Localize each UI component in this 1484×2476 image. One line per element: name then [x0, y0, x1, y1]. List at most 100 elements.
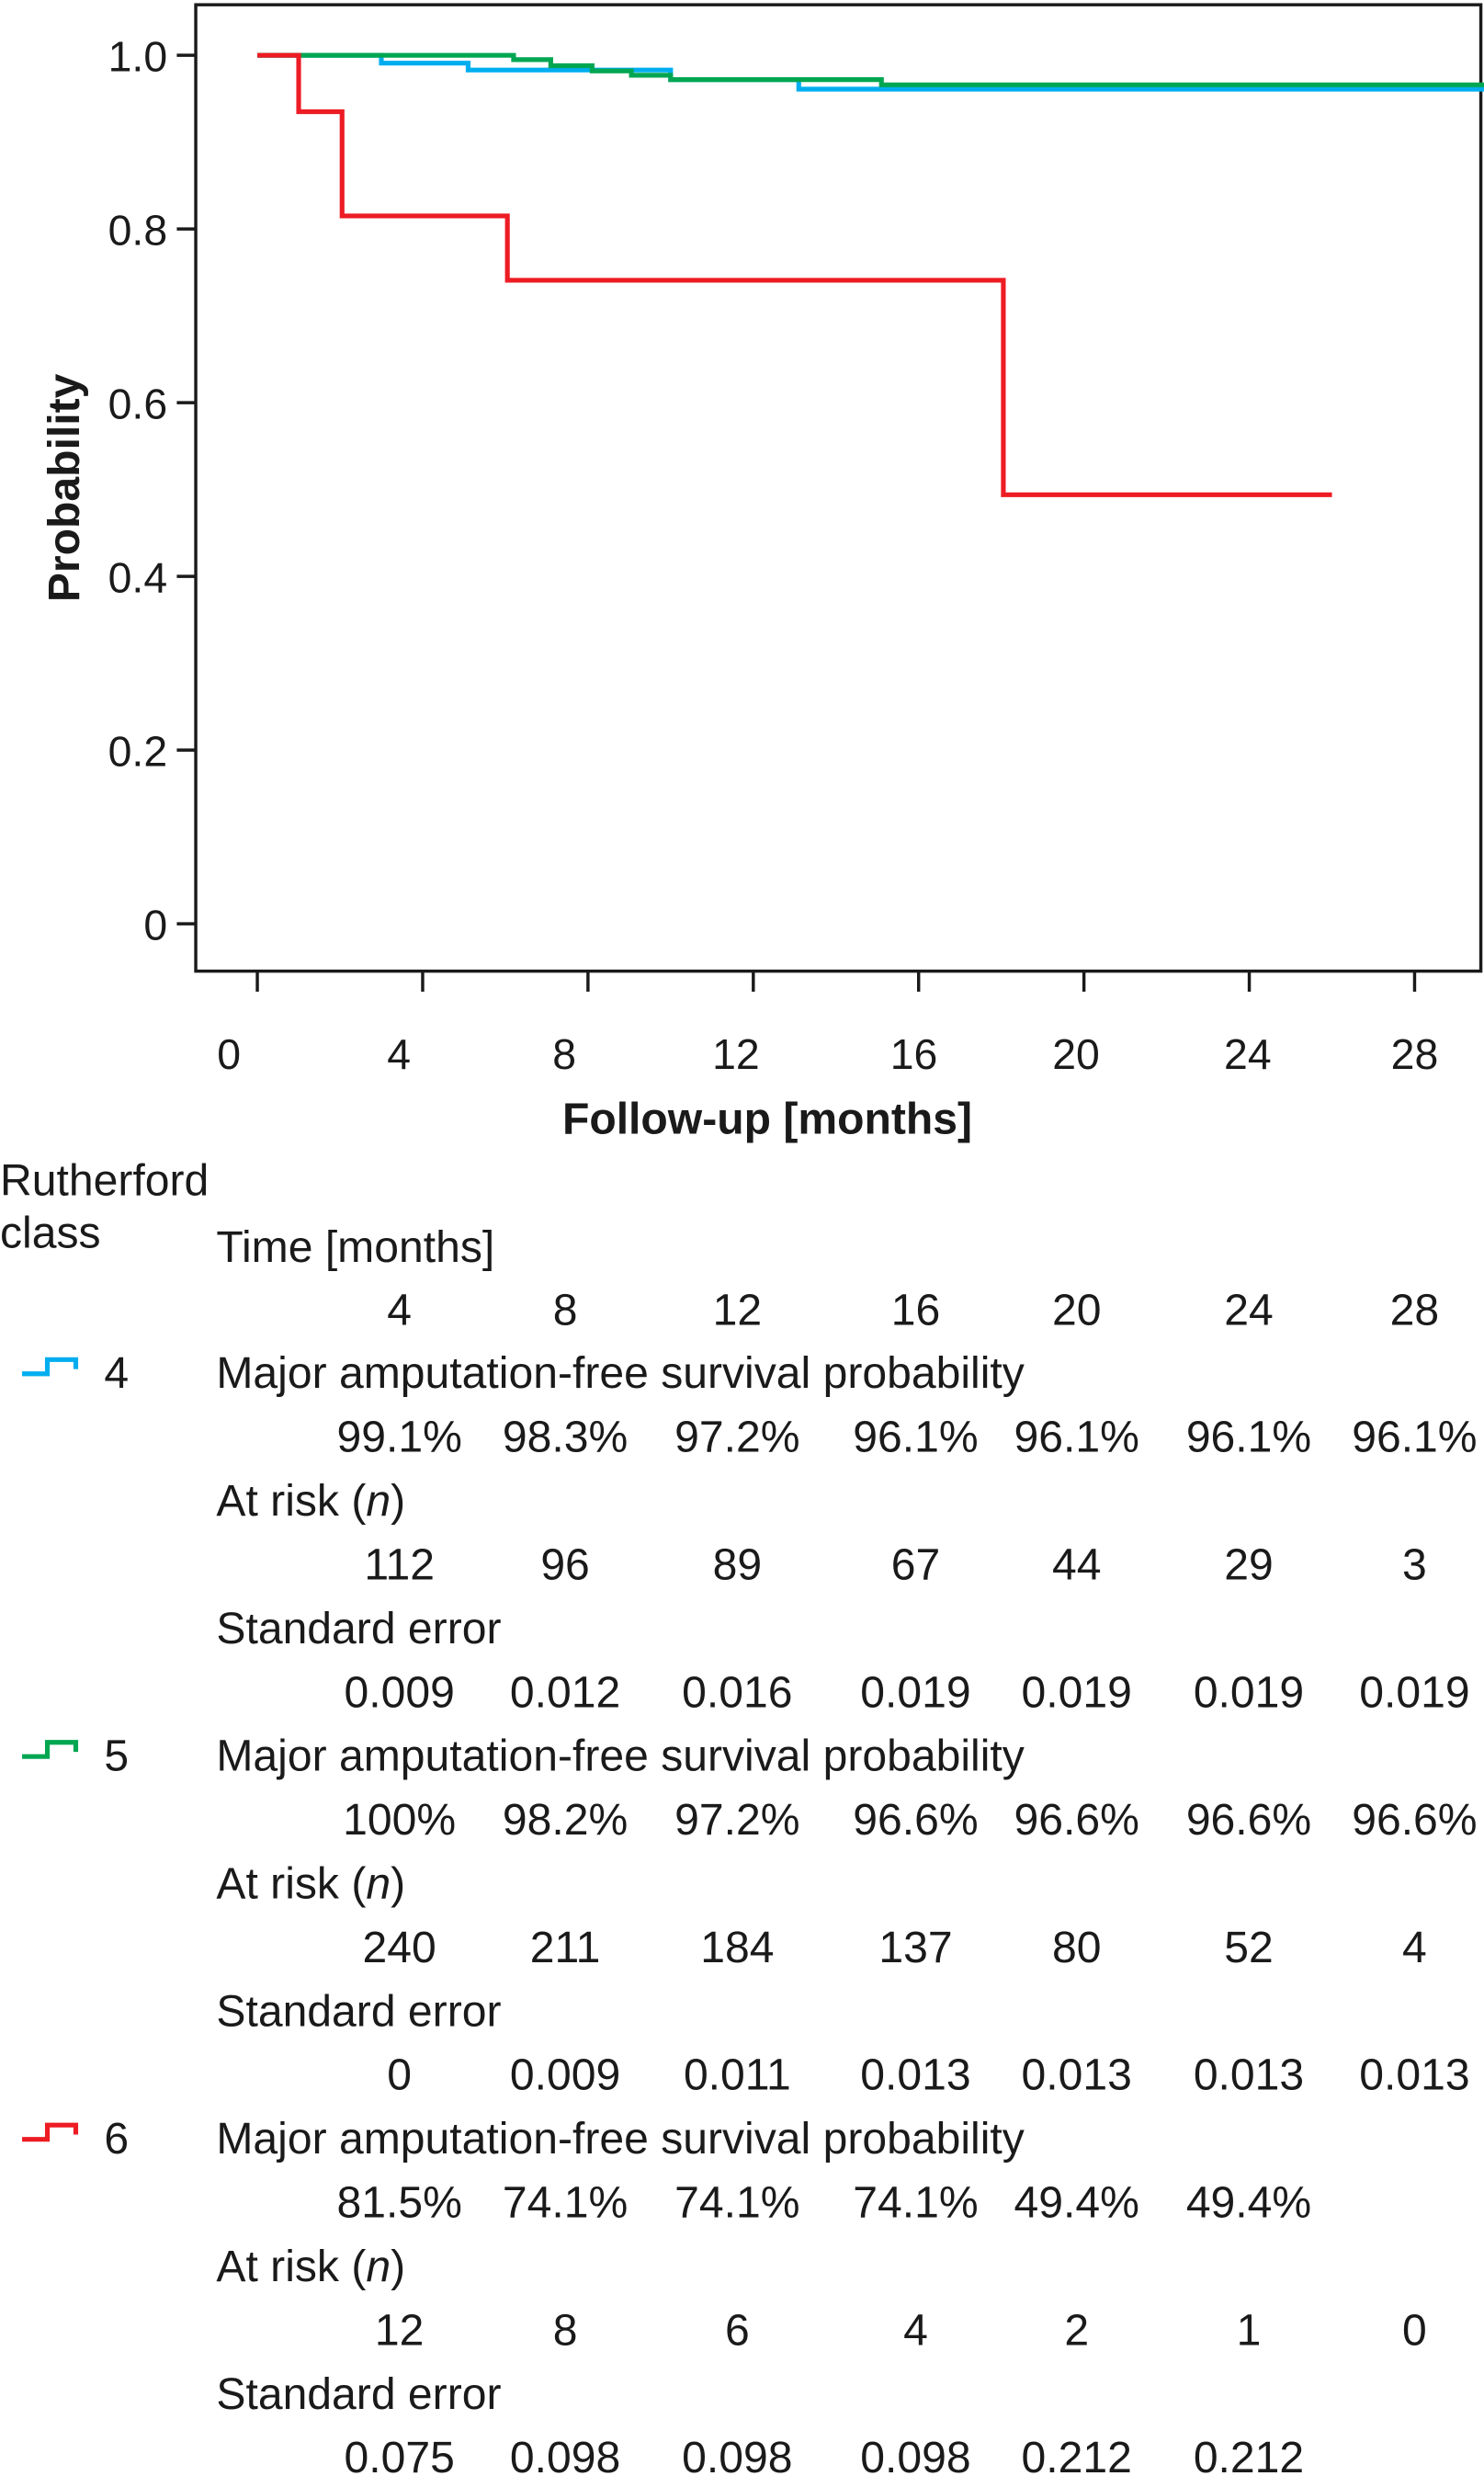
survival-value: 96.6%: [1014, 1795, 1139, 1845]
x-tick-label: 24: [1224, 1030, 1272, 1078]
standard-error-value: 0.075: [344, 2433, 454, 2476]
standard-error-value: 0.012: [510, 1667, 620, 1717]
standard-error-label: Standard error: [216, 1604, 501, 1653]
x-tick-label: 12: [712, 1030, 760, 1078]
survival-label: Major amputation-free survival probabili…: [216, 1348, 1024, 1398]
at-risk-value: 29: [1224, 1539, 1274, 1589]
legend-item-class-4: 4: [22, 1348, 129, 1398]
plot-frame: [194, 3, 1483, 973]
survival-value: 97.2%: [674, 1795, 799, 1845]
survival-value: 49.4%: [1014, 2178, 1139, 2228]
class-label: 4: [104, 1348, 129, 1398]
at-risk-value: 67: [891, 1539, 941, 1589]
survival-value: 96.1%: [1014, 1413, 1139, 1462]
standard-error-label: Standard error: [216, 1986, 501, 2036]
legend-item-class-6: 6: [22, 2114, 129, 2164]
group-header: class: [0, 1208, 101, 1257]
at-risk-value: 184: [700, 1923, 774, 1972]
survival-curve-class-4: [257, 52, 1484, 92]
survival-value: 98.2%: [503, 1795, 628, 1845]
x-axis-label: Follow-up [months]: [562, 1095, 972, 1144]
standard-error-value: 0.098: [860, 2433, 970, 2476]
at-risk-value: 2: [1064, 2305, 1089, 2355]
y-tick-label: 0.6: [108, 380, 167, 427]
class-label: 5: [104, 1732, 129, 1781]
at-risk-label: At risk (n): [216, 1859, 405, 1909]
risk-table: Rutherford class Time [months] 4 8 12 16 20 2…: [0, 1156, 1478, 2476]
at-risk-value: 80: [1052, 1923, 1102, 1972]
x-tick-label: 0: [217, 1030, 241, 1078]
legend-item-class-5: 5: [22, 1732, 129, 1781]
standard-error-value: 0.098: [682, 2433, 792, 2476]
time-value: 4: [387, 1285, 412, 1335]
at-risk-label: At risk (n): [216, 1476, 405, 1526]
standard-error-value: 0: [387, 2050, 412, 2100]
at-risk-value: 4: [903, 2305, 928, 2355]
standard-error-value: 0.013: [860, 2050, 970, 2100]
standard-error-label: Standard error: [216, 2369, 501, 2419]
y-tick-label: 1.0: [108, 32, 167, 80]
survival-value: 96.6%: [1352, 1795, 1477, 1845]
standard-error-value: 0.019: [860, 1667, 970, 1717]
x-tick-label: 4: [387, 1030, 411, 1078]
at-risk-value: 3: [1402, 1539, 1427, 1589]
at-risk-value: 6: [725, 2305, 750, 2355]
y-axis: 0 0.2 0.4 0.6 0.8 1.0: [108, 32, 197, 948]
standard-error-value: 0.212: [1194, 2433, 1304, 2476]
standard-error-value: 0.019: [1022, 1667, 1132, 1717]
at-risk-label: At risk (n): [216, 2242, 405, 2291]
survival-value: 98.3%: [503, 1413, 628, 1462]
survival-value: 100%: [343, 1795, 456, 1845]
time-value: 12: [713, 1285, 763, 1335]
survival-value: 81.5%: [336, 2178, 461, 2228]
class-label: 6: [104, 2114, 129, 2164]
at-risk-value: 137: [878, 1923, 952, 1972]
at-risk-value: 12: [375, 2305, 425, 2355]
time-value: 28: [1390, 1285, 1440, 1335]
at-risk-value: 89: [713, 1539, 763, 1589]
x-tick-label: 8: [552, 1030, 576, 1078]
at-risk-value: 1: [1237, 2305, 1262, 2355]
standard-error-value: 0.011: [684, 2050, 791, 2100]
at-risk-value: 96: [540, 1539, 590, 1589]
time-value: 8: [553, 1285, 578, 1335]
survival-value: 97.2%: [674, 1413, 799, 1462]
survival-value: 96.1%: [853, 1413, 978, 1462]
at-risk-value: 52: [1224, 1923, 1274, 1972]
survival-label: Major amputation-free survival probabili…: [216, 2114, 1024, 2164]
survival-value: 74.1%: [853, 2178, 978, 2228]
x-tick-label: 28: [1391, 1030, 1439, 1078]
step-line-icon: [22, 2122, 79, 2142]
standard-error-value: 0.009: [344, 1667, 454, 1717]
survival-value: 96.1%: [1352, 1413, 1477, 1462]
survival-value: 96.6%: [1186, 1795, 1311, 1845]
survival-value: 96.6%: [853, 1795, 978, 1845]
standard-error-value: 0.098: [510, 2433, 620, 2476]
step-line-icon: [22, 1357, 79, 1377]
step-line-icon: [22, 1740, 79, 1759]
time-value: 20: [1052, 1285, 1102, 1335]
standard-error-value: 0.016: [682, 1667, 792, 1717]
time-label: Time [months]: [216, 1222, 494, 1272]
y-axis-label: Probability: [40, 373, 89, 602]
at-risk-value: 4: [1402, 1923, 1427, 1972]
survival-value: 99.1%: [336, 1413, 461, 1462]
x-tick-label: 16: [890, 1030, 938, 1078]
standard-error-value: 0.013: [1022, 2050, 1132, 2100]
y-tick-label: 0: [143, 901, 167, 948]
survival-curve-class-5: [257, 52, 1484, 87]
y-tick-label: 0.8: [108, 206, 167, 254]
survival-value: 74.1%: [503, 2178, 628, 2228]
y-tick-label: 0.2: [108, 727, 167, 775]
survival-curves: [257, 52, 1484, 497]
time-value: 24: [1224, 1285, 1274, 1335]
standard-error-value: 0.212: [1022, 2433, 1132, 2476]
at-risk-value: 211: [530, 1923, 601, 1972]
at-risk-value: 44: [1052, 1539, 1102, 1589]
standard-error-value: 0.013: [1194, 2050, 1304, 2100]
time-value: 16: [891, 1285, 941, 1335]
standard-error-value: 0.009: [510, 2050, 620, 2100]
survival-value: 49.4%: [1186, 2178, 1311, 2228]
y-tick-label: 0.4: [108, 553, 167, 601]
